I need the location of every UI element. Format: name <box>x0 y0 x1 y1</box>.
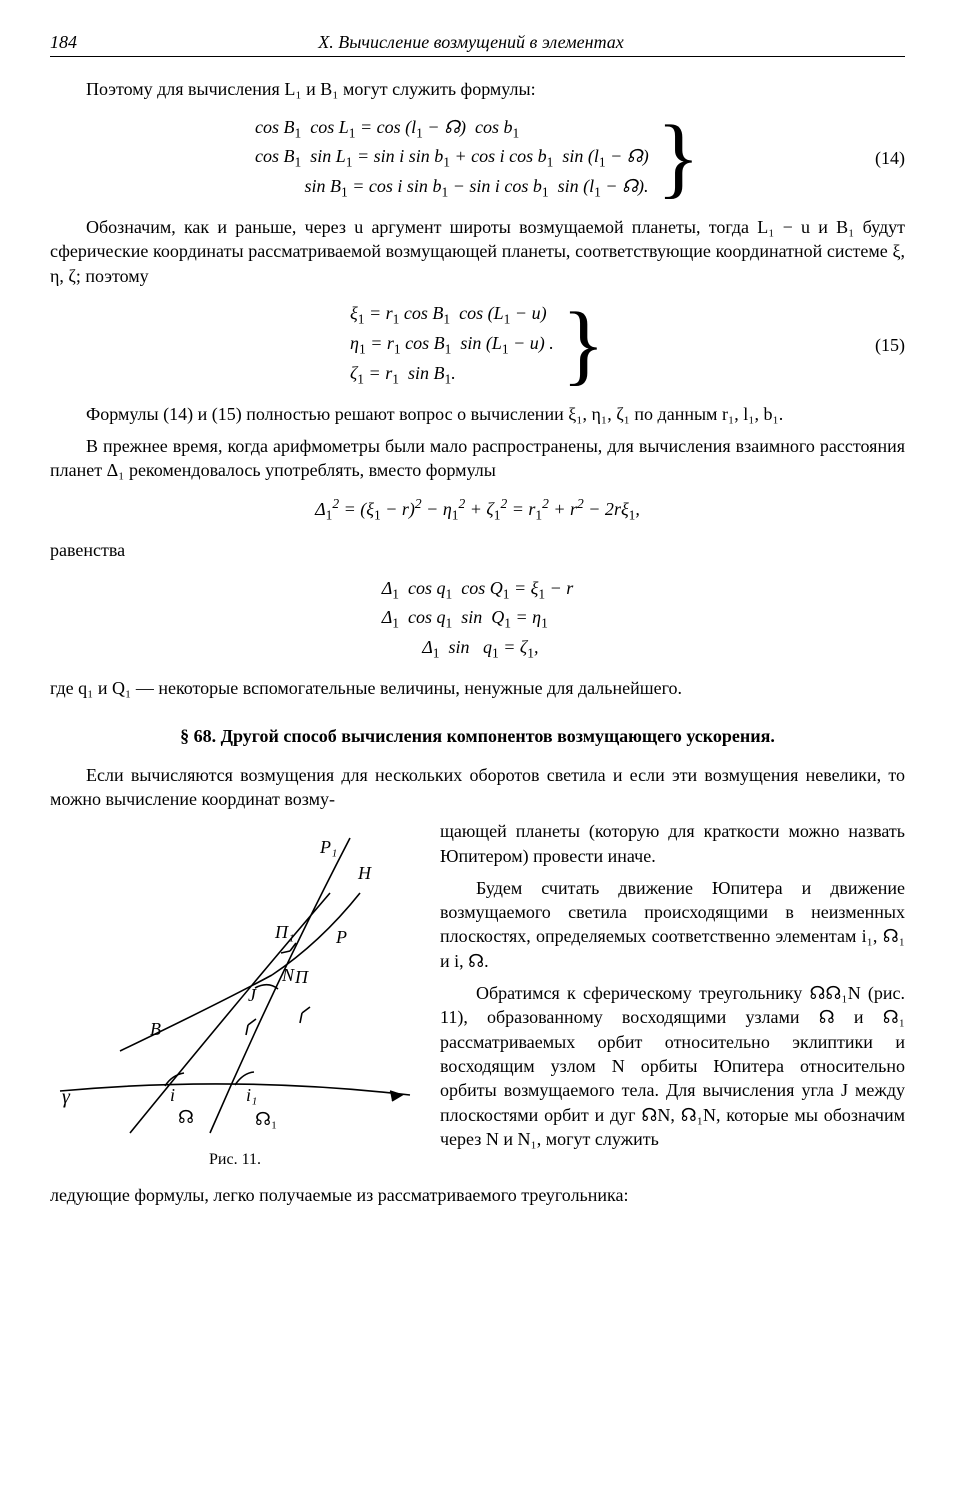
eqaux-line3: Δ1 sin q1 = ζ1, <box>382 634 574 664</box>
para-1: Поэтому для вычисления L₁ и B₁ могут слу… <box>50 77 905 101</box>
eq15-number: (15) <box>875 333 905 357</box>
arc-om1 <box>210 838 350 1133</box>
eq14-number: (14) <box>875 146 905 170</box>
eq15-line2: η1 = r1 cos B1 sin (L1 − u) . <box>350 330 554 360</box>
label-gamma: γ <box>62 1086 71 1108</box>
equation-delta: Δ12 = (ξ1 − r)2 − η12 + ζ12 = r12 + r2 −… <box>50 494 905 526</box>
para-4: В прежнее время, когда арифмометры были … <box>50 434 905 483</box>
label-P: P <box>335 927 347 947</box>
eqaux-line1: Δ1 cos q1 cos Q1 = ξ1 − r <box>382 575 574 605</box>
para-7a: Если вычисляются возмущения для нескольк… <box>50 763 905 812</box>
label-om1: ☊₁ <box>255 1109 277 1129</box>
label-J: J <box>248 985 257 1005</box>
figure-caption: Рис. 11. <box>50 1149 420 1171</box>
equation-14: cos B1 cos L1 = cos (l1 − ☊) cos b1 cos … <box>50 114 905 204</box>
label-Pi: Π <box>294 967 309 987</box>
label-N: N <box>281 965 295 985</box>
eq15-line3: ζ1 = r1 sin B1. <box>350 360 554 390</box>
arc-om <box>130 893 330 1133</box>
eqaux-line2: Δ1 cos q1 sin Q1 = η1 <box>382 604 574 634</box>
label-om: ☊ <box>178 1107 194 1127</box>
equation-15: ξ1 = r1 cos B1 cos (L1 − u) η1 = r1 cos … <box>50 300 905 390</box>
page-number: 184 <box>50 30 77 54</box>
para-3: Формулы (14) и (15) полностью решают воп… <box>50 402 905 426</box>
para-6: где q₁ и Q₁ — некоторые вспомогательные … <box>50 676 905 700</box>
eq14-line1: cos B1 cos L1 = cos (l1 − ☊) cos b1 <box>255 114 649 144</box>
angle-j <box>255 985 278 989</box>
label-i: i <box>170 1085 175 1105</box>
equation-aux: Δ1 cos q1 cos Q1 = ξ1 − r Δ1 cos q1 sin … <box>50 575 905 665</box>
ecliptic-arrow <box>390 1091 402 1101</box>
chapter-title: X. Вычисление возмущений в элементах <box>77 30 865 54</box>
label-H: H <box>357 863 372 883</box>
label-Pi1: Π₁ <box>274 922 294 942</box>
figure-11-svg: P₁ H Π₁ P Π N B J i i₁ γ ☊ ☊₁ <box>50 823 420 1143</box>
figure-11: P₁ H Π₁ P Π N B J i i₁ γ ☊ ☊₁ Рис. 11. <box>50 823 420 1171</box>
eq14-line3: sin B1 = cos i sin b1 − sin i cos b1 sin… <box>255 173 649 203</box>
eq-delta-line: Δ12 = (ξ1 − r)2 − η12 + ζ12 = r12 + r2 −… <box>315 494 640 526</box>
ecliptic-arc <box>60 1084 410 1095</box>
eq15-line1: ξ1 = r1 cos B1 cos (L1 − u) <box>350 300 554 330</box>
section-heading: § 68. Другой способ вычисления компонент… <box>50 724 905 748</box>
para-tail: ледующие формулы, легко получаемые из ра… <box>50 1183 905 1207</box>
para-5: равенства <box>50 538 905 562</box>
arrow-2 <box>300 1007 310 1023</box>
label-B: B <box>150 1019 161 1039</box>
angle-i1 <box>235 1072 254 1085</box>
para-2: Обозначим, как и раньше, через u аргумен… <box>50 215 905 288</box>
label-P1: P₁ <box>319 837 337 857</box>
eq14-line2: cos B1 sin L1 = sin i sin b1 + cos i cos… <box>255 143 649 173</box>
para-7b: щающей планеты (которую для краткости мо… <box>440 821 905 865</box>
label-i1: i₁ <box>246 1085 257 1105</box>
